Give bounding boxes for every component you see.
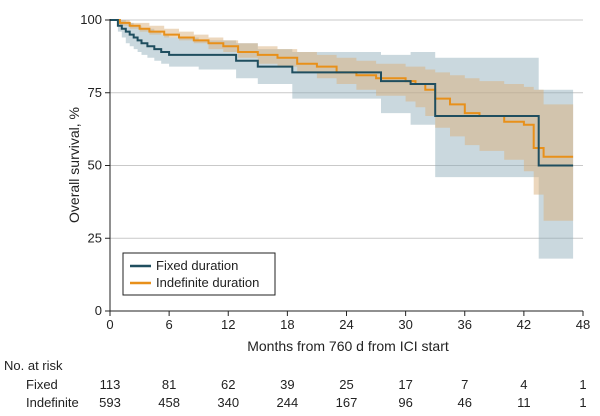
legend-label-fixed: Fixed duration <box>156 258 238 273</box>
risk-table-header: No. at risk <box>4 358 63 373</box>
y-tick-label-0: 0 <box>95 303 102 318</box>
risk-value-indefinite-36: 46 <box>458 395 472 410</box>
risk-row-label-indefinite: Indefinite <box>26 395 79 410</box>
risk-value-indefinite-18: 244 <box>277 395 299 410</box>
risk-value-fixed-12: 62 <box>221 377 235 392</box>
x-tick-label-6: 6 <box>166 317 173 332</box>
x-axis-title: Months from 760 d from ICI start <box>247 338 449 354</box>
x-tick-label-36: 36 <box>458 317 472 332</box>
x-tick-label-24: 24 <box>339 317 353 332</box>
x-tick-label-42: 42 <box>517 317 531 332</box>
risk-value-indefinite-48: 1 <box>579 395 586 410</box>
survival-curves <box>110 19 574 167</box>
legend: Fixed duration Indefinite duration <box>122 252 276 296</box>
confidence-bands <box>110 20 574 259</box>
risk-value-fixed-0: 113 <box>100 377 121 392</box>
risk-value-fixed-24: 25 <box>339 377 353 392</box>
survival-line-fixed <box>110 19 574 167</box>
x-tick-label-18: 18 <box>280 317 294 332</box>
x-tick-label-48: 48 <box>576 317 590 332</box>
y-tick-label-50: 50 <box>88 158 102 173</box>
legend-label-indefinite: Indefinite duration <box>156 275 259 290</box>
risk-value-indefinite-24: 167 <box>336 395 358 410</box>
risk-value-fixed-36: 7 <box>461 377 468 392</box>
risk-value-fixed-6: 81 <box>162 377 176 392</box>
risk-value-indefinite-42: 11 <box>517 395 531 410</box>
risk-value-fixed-42: 4 <box>520 377 527 392</box>
ci-band-indefinite <box>110 20 574 221</box>
risk-value-indefinite-6: 458 <box>158 395 180 410</box>
y-tick-label-100: 100 <box>80 12 102 27</box>
risk-value-indefinite-12: 340 <box>217 395 239 410</box>
y-tick-label-25: 25 <box>88 230 102 245</box>
risk-table: No. at risk Fixed Indefinite 113 81 62 39 25… <box>4 358 587 410</box>
risk-row-label-fixed: Fixed <box>26 377 58 392</box>
risk-value-fixed-18: 39 <box>280 377 294 392</box>
legend-box <box>122 252 276 296</box>
risk-value-fixed-48: 1 <box>579 377 586 392</box>
x-tick-label-0: 0 <box>106 317 113 332</box>
gridlines <box>110 19 583 239</box>
risk-value-fixed-30: 17 <box>398 377 412 392</box>
axes: 0 25 50 75 100 0 6 12 18 24 30 36 42 48 <box>80 12 590 332</box>
x-tick-label-30: 30 <box>398 317 412 332</box>
risk-value-indefinite-30: 96 <box>398 395 412 410</box>
x-tick-label-12: 12 <box>221 317 235 332</box>
y-axis-title: Overall survival, % <box>66 107 82 223</box>
survival-line-indefinite <box>110 19 574 158</box>
y-tick-label-75: 75 <box>88 85 102 100</box>
risk-value-indefinite-0: 593 <box>99 395 121 410</box>
